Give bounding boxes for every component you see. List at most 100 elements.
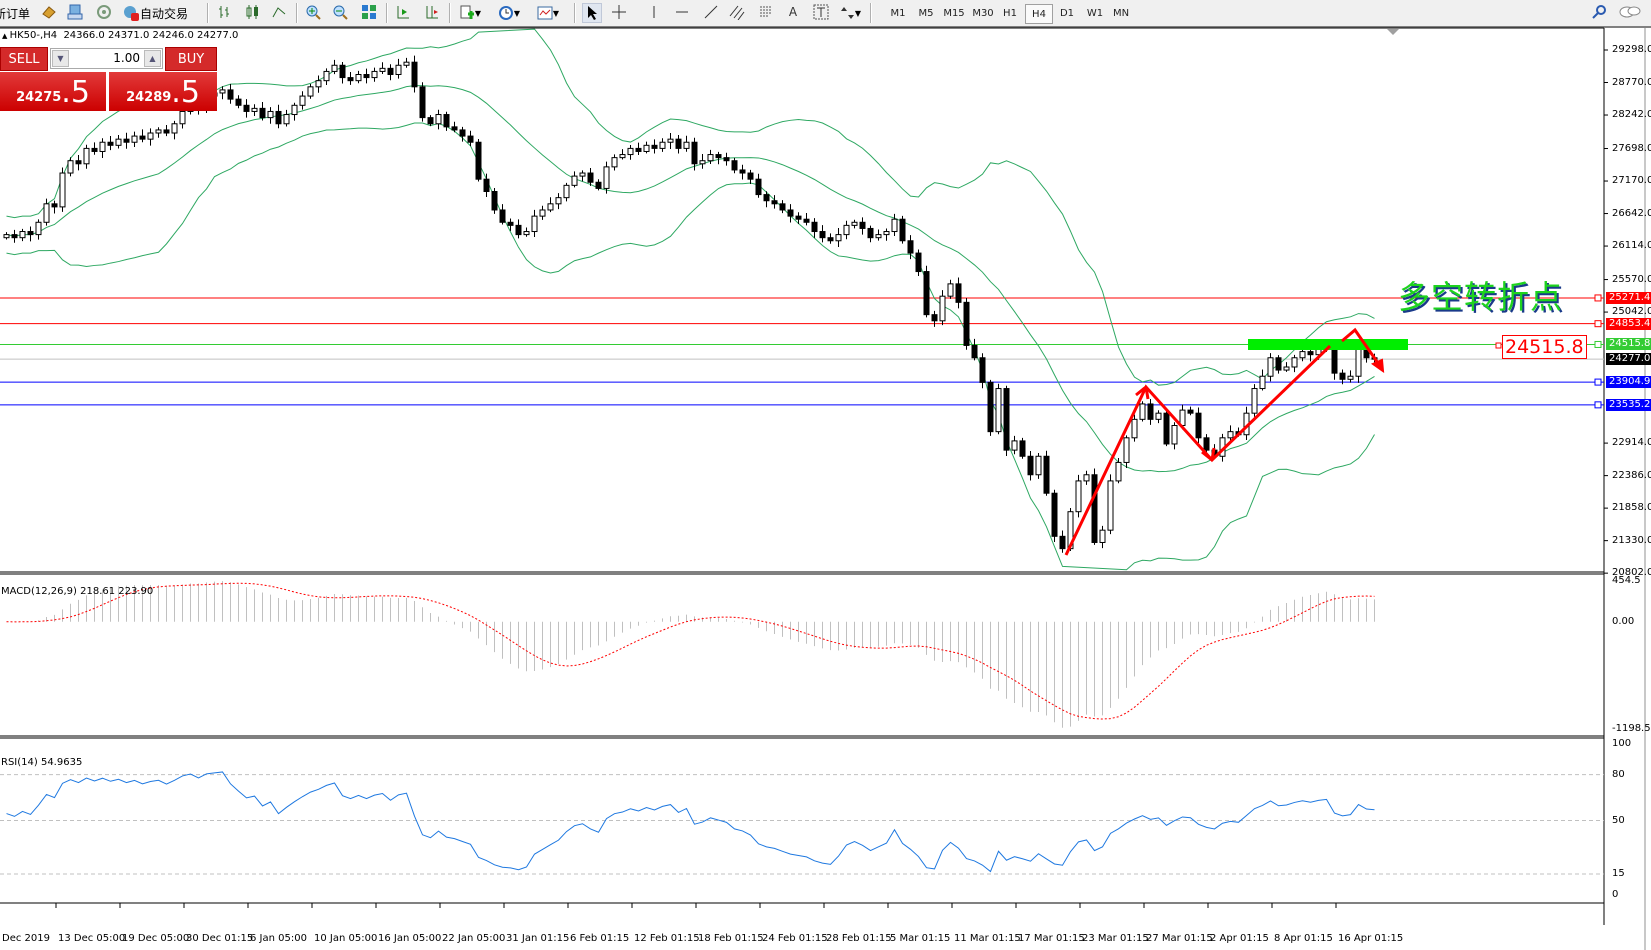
timeframe-h1[interactable]: H1 (1003, 7, 1017, 19)
timeframe-w1[interactable]: W1 (1086, 7, 1104, 19)
zoom-in-icon[interactable] (304, 3, 322, 21)
chat-icon[interactable] (1618, 3, 1642, 23)
candle-body (227, 89, 234, 100)
candle (723, 152, 730, 166)
resistance-zone-bar (1248, 339, 1408, 350)
timeframe-m15[interactable]: M15 (943, 7, 965, 19)
candle-body (1051, 492, 1058, 537)
toolbar-separator (386, 3, 388, 23)
candle-body (915, 252, 922, 273)
candlestick-chart-icon[interactable] (243, 3, 261, 21)
lot-decrease-button[interactable]: ▼ (52, 50, 69, 67)
candle-body (131, 135, 138, 143)
sell-button[interactable]: SELL (0, 47, 48, 71)
candle-body (1139, 403, 1146, 420)
price-level-tag: 24515.8 (1606, 338, 1651, 351)
candle (1123, 435, 1130, 468)
candle (1091, 468, 1098, 545)
chart-info-line: ▲ HK50-,H4 24366.0 24371.0 24246.0 24277… (2, 30, 238, 41)
candle-body (403, 61, 410, 66)
candle (99, 138, 106, 159)
timeframe-h4[interactable]: H4 (1025, 4, 1053, 24)
candle-body (827, 237, 834, 242)
candle-body (1275, 357, 1282, 371)
candle (115, 134, 122, 149)
candle (659, 138, 666, 152)
candle (1027, 450, 1034, 481)
candle-body (667, 138, 674, 143)
sell-price-box[interactable]: 24275 .5 (0, 72, 106, 111)
market-watch-icon[interactable] (40, 3, 58, 21)
auto-scroll-icon[interactable] (394, 3, 412, 21)
text-icon[interactable]: A (788, 5, 798, 19)
candle-body (1347, 375, 1354, 380)
turning-point-annotation[interactable]: 多空转折点 (1398, 278, 1564, 316)
trendline-icon[interactable] (702, 3, 720, 21)
buy-price-box[interactable]: 24289 .5 (109, 72, 217, 111)
candle (691, 137, 698, 171)
timeframe-m1[interactable]: M1 (890, 7, 906, 19)
candle (219, 86, 226, 100)
arrows-dropdown[interactable]: ▼ (838, 3, 864, 23)
candle (643, 141, 650, 154)
candle-body (1171, 424, 1178, 445)
candle (939, 290, 946, 326)
periods-dropdown[interactable]: ▼ (495, 3, 523, 23)
candle (667, 132, 674, 149)
candle (571, 171, 578, 188)
text-label-icon[interactable] (812, 3, 830, 21)
candle (475, 138, 482, 182)
auto-trading-button[interactable]: 自动交易 (122, 3, 188, 23)
horizontal-line-icon[interactable] (673, 3, 691, 21)
candle-body (779, 203, 786, 211)
candle-body (1123, 437, 1130, 463)
candle-body (619, 154, 626, 159)
candle-body (795, 215, 802, 220)
candle (1275, 355, 1282, 374)
line-chart-icon[interactable] (270, 3, 288, 21)
bar-chart-icon[interactable] (215, 3, 233, 21)
candle (1051, 489, 1058, 543)
candle-body (699, 160, 706, 165)
candle (1155, 410, 1162, 424)
price-axis-label: 21858.0 (1612, 502, 1651, 514)
candle-body (843, 224, 850, 236)
collapse-triangle-icon[interactable]: ▲ (2, 32, 10, 40)
price-label-annotation[interactable]: 24515.8 (1502, 335, 1587, 359)
lot-size-input[interactable]: ▼ 1.00 ▲ (50, 48, 163, 69)
timeframe-d1[interactable]: D1 (1059, 7, 1075, 19)
timeframe-m5[interactable]: M5 (918, 7, 934, 19)
crosshair-icon[interactable] (610, 3, 628, 21)
candle (83, 144, 90, 169)
candle (1115, 457, 1122, 484)
templates-dropdown[interactable]: ▼ (534, 3, 562, 23)
zoom-out-icon[interactable] (331, 3, 349, 21)
cursor-icon[interactable] (582, 3, 602, 23)
tile-windows-icon[interactable] (360, 3, 378, 21)
timeframe-m30[interactable]: M30 (972, 7, 994, 19)
vertical-line-icon[interactable] (645, 3, 663, 21)
ohlc-readout: HK50-,H4 24366.0 24371.0 24246.0 24277.0 (9, 30, 239, 41)
candle (1043, 450, 1050, 496)
candle (267, 107, 274, 124)
indicators-dropdown[interactable]: ▼ (456, 3, 484, 23)
candle-body (19, 231, 26, 239)
fibonacci-icon[interactable] (757, 3, 775, 21)
search-icon[interactable] (1590, 3, 1608, 21)
chart-shift-icon[interactable] (423, 3, 441, 21)
buy-button[interactable]: BUY (165, 47, 217, 71)
timeframe-mn[interactable]: MN (1112, 7, 1130, 19)
lot-increase-button[interactable]: ▲ (144, 50, 161, 67)
candle-body (507, 221, 514, 226)
equidistant-channel-icon[interactable] (728, 3, 746, 21)
signals-icon[interactable] (95, 3, 113, 21)
candle-body (1027, 455, 1034, 476)
navigator-icon[interactable] (66, 3, 84, 21)
candle-body (1147, 403, 1154, 420)
time-axis-label: 31 Jan 01:15 (506, 933, 570, 944)
new-order-button[interactable]: 新订单 (0, 6, 31, 21)
candle-body (1019, 440, 1026, 457)
candle (859, 217, 866, 235)
candle-body (547, 203, 554, 211)
